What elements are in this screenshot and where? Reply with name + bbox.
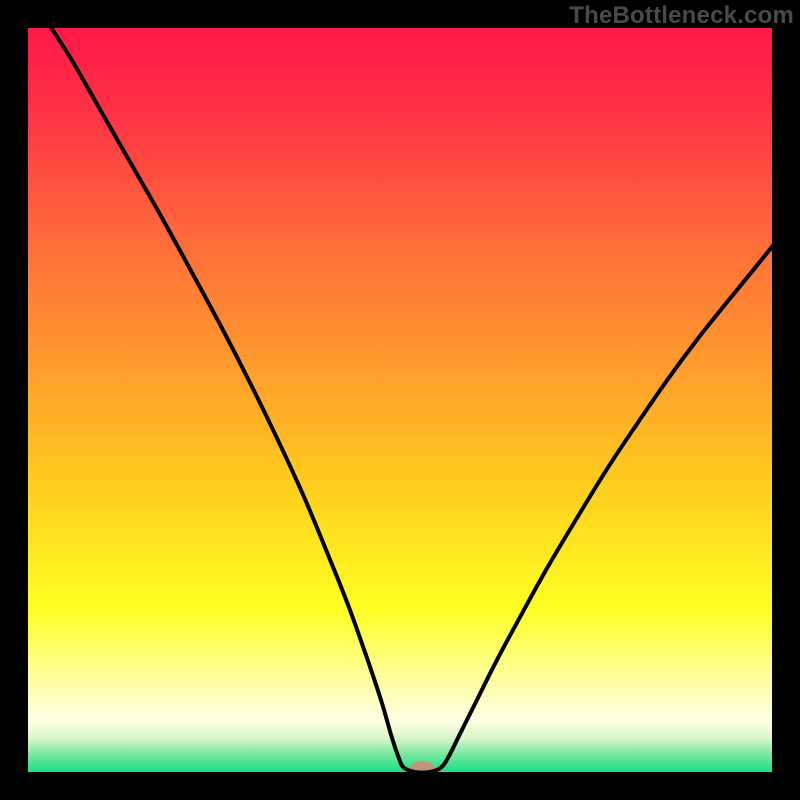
chart-container: TheBottleneck.com bbox=[0, 0, 800, 800]
bottleneck-chart bbox=[0, 0, 800, 800]
gradient-background bbox=[28, 28, 772, 772]
watermark-label: TheBottleneck.com bbox=[569, 2, 794, 30]
